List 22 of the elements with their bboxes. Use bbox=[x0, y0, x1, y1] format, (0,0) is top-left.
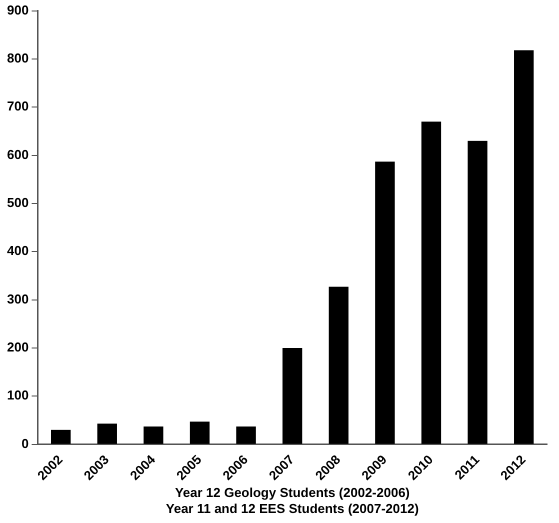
bar bbox=[97, 424, 117, 444]
bar bbox=[236, 426, 256, 444]
bar bbox=[328, 286, 348, 444]
x-axis-title: Year 12 Geology Students (2002-2006) Year 11 and 12 EES Students (2007-2012) bbox=[166, 485, 419, 516]
y-tick-label: 100 bbox=[6, 388, 29, 403]
bar bbox=[468, 140, 488, 444]
y-tick-label: 700 bbox=[6, 98, 29, 114]
bar bbox=[190, 422, 210, 444]
bar bbox=[514, 50, 534, 444]
bar bbox=[421, 122, 442, 444]
bar bbox=[144, 426, 164, 444]
y-tick-label: 300 bbox=[6, 291, 29, 306]
y-tick-label: 0 bbox=[21, 436, 29, 451]
y-tick-label: 400 bbox=[6, 243, 29, 258]
bar bbox=[375, 162, 395, 444]
bar bbox=[282, 348, 302, 444]
y-tick-label: 600 bbox=[6, 146, 29, 162]
bar bbox=[51, 430, 71, 444]
y-tick-label: 500 bbox=[6, 195, 29, 210]
y-tick-label: 200 bbox=[6, 340, 29, 355]
y-tick-label: 800 bbox=[6, 50, 29, 66]
y-tick-label: 900 bbox=[6, 2, 29, 18]
